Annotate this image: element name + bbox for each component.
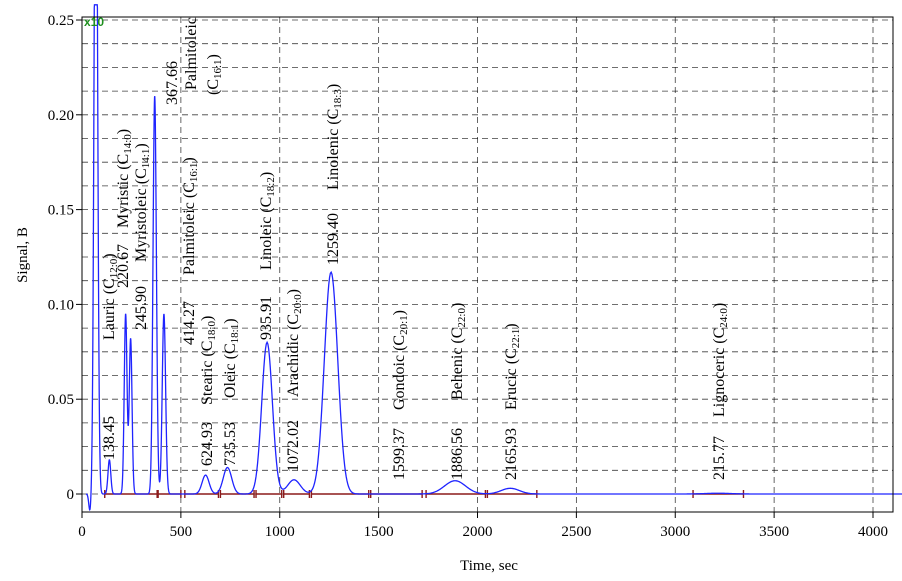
peak-retention-time: 1599.37 [391,428,408,480]
x-axis-title: Time, sec [460,558,518,574]
zoom-marker: x10 [84,15,104,29]
peak-compound-label: Gondoic (C20:1) [391,310,410,410]
peak-retention-time: 735.53 [222,422,239,466]
label-layer: 138.45 Lauric (C12:0)220.67 Myristic (C14:… [101,17,730,480]
y-tick-label: 0.10 [48,297,74,313]
signal-trace [85,4,902,512]
y-tick-label: 0 [67,487,75,503]
peak-compound-label: Myristoleic (C14:1) [133,143,152,262]
peak-compound-label: Myristic (C14:0) [115,129,134,228]
x-tick-label: 2500 [561,524,591,540]
peak-retention-time: 138.45 [101,416,118,460]
peak-compound-label: Linoleic (C18:2) [258,172,277,270]
x-tick-label: 1500 [364,524,394,540]
y-axis-title: Signal, B [15,227,31,283]
peak-compound-label: Palmitoleic [183,17,200,90]
x-tick-label: 1000 [265,524,295,540]
axis-layer: 0 500 1000 1500 2000 2500 3000 3500 4000 0 0.05 0.1… [48,13,894,540]
peak-compound-label: Arachidic (C20:0) [285,289,304,397]
peak-retention-time: 414.27 [181,301,198,345]
peak-retention-time: 215.77 [711,436,728,480]
peak-retention-time: 1259.40 [325,213,342,265]
y-tick-label: 0.05 [48,392,74,408]
grid-layer [82,17,893,512]
peak-compound-label: Oleic (C18:1) [222,318,241,398]
peak-retention-time: 220.67 [115,244,132,288]
peak-retention-time: 1886.56 [449,428,466,480]
x-tick-label: 500 [170,524,193,540]
peak-compound-label: Stearic (C18:0) [199,316,218,405]
y-tick-label: 0.15 [48,203,74,219]
y-tick-label: 0.20 [48,108,74,124]
y-tick-label: 0.25 [48,13,74,29]
peak-retention-time: 1072.02 [285,420,302,472]
peak-retention-time: 245.90 [133,286,150,330]
x-tick-label: 4000 [858,524,888,540]
peak-retention-time: 2165.93 [503,428,520,480]
x-tick-label: 2000 [463,524,493,540]
x-tick-label: 3500 [759,524,789,540]
trace-layer [85,4,902,512]
x-tick-label: 0 [78,524,86,540]
peak-compound-label: Linolenic (C18:3) [325,84,344,190]
peak-retention-time: 935.91 [258,296,275,340]
plot-frame [81,16,894,513]
peak-compound-label: Erucic (C22:1) [503,323,522,410]
peak-compound-label: Palmitoleic (C16:1) [181,157,200,275]
peak-compound-label: Behenic (C22:0) [449,303,468,400]
peak-retention-time: 624.93 [199,422,216,466]
peak-retention-time: 367.66 [164,61,181,105]
peak-compound-label-line2: (C16:1) [205,54,224,95]
peak-compound-label: Lignoceric (C24:0) [711,303,730,417]
peak-compound-label: Lauric (C12:0) [101,253,120,340]
x-tick-label: 3000 [660,524,690,540]
